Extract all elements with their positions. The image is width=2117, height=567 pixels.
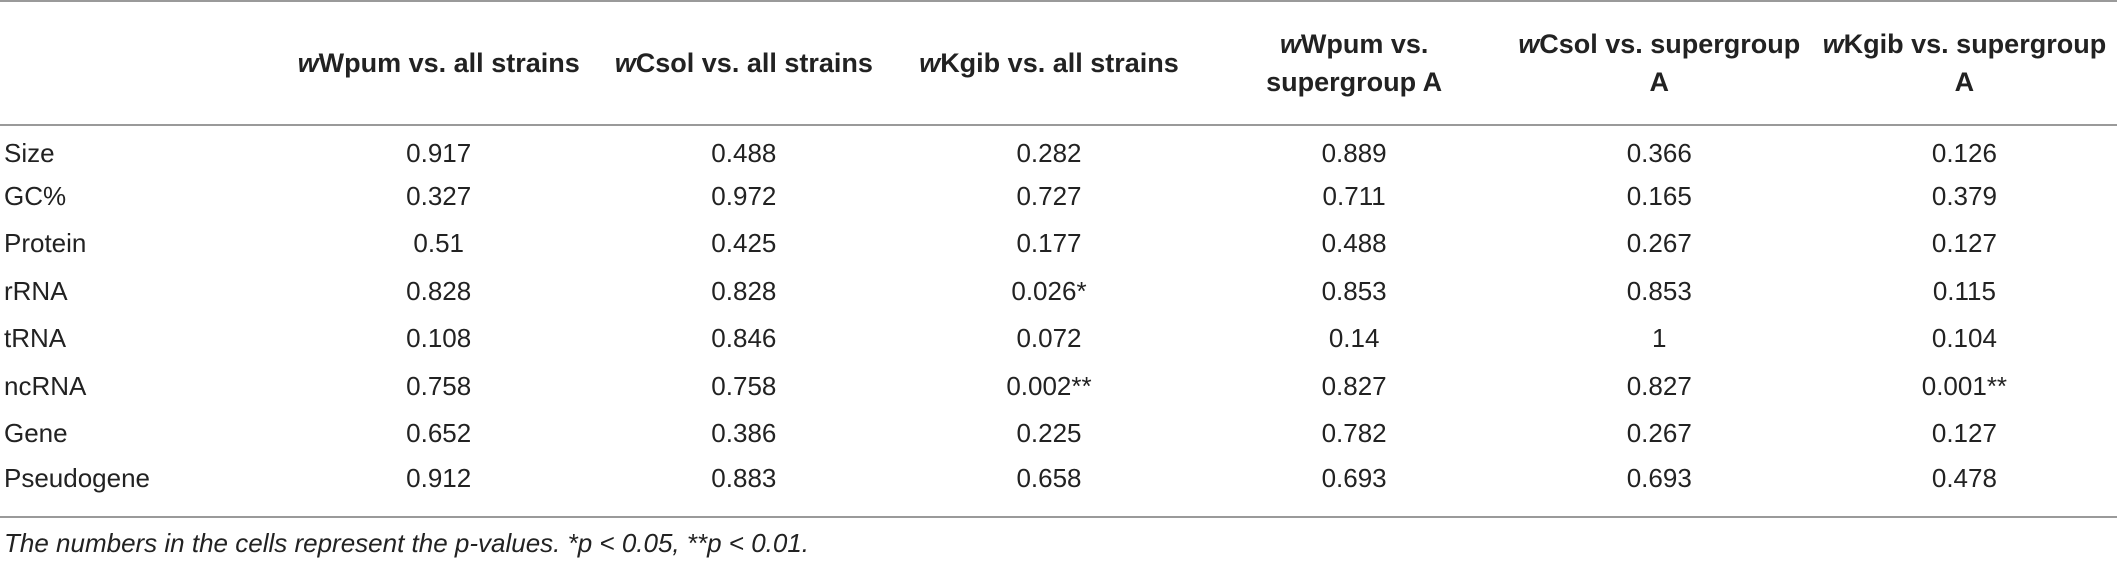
table-cell: 0.104 (1931, 323, 1997, 354)
table-cell: 0.782 (1321, 418, 1387, 449)
table-cell: 0.026* (1011, 275, 1087, 306)
table-cell: 0.425 (711, 228, 777, 259)
table-cell: 0.658 (1016, 462, 1082, 493)
table-cell: 0.827 (1321, 370, 1387, 401)
table-cell: 0.652 (406, 418, 472, 449)
table-cell: 0.267 (1626, 228, 1692, 259)
p-value-table: wWpum vs. all strains wCsol vs. all stra… (0, 0, 2117, 506)
table-cell: 0.488 (711, 137, 777, 168)
table-cell: 0.126 (1931, 137, 1997, 168)
table-cell: 0.127 (1931, 418, 1997, 449)
table-cell: 0.108 (406, 323, 472, 354)
table-cell: 0.912 (406, 462, 472, 493)
table-cell: 1 (1652, 323, 1667, 354)
row-label: Pseudogene (4, 462, 151, 493)
table-row: rRNA 0.828 0.828 0.026* 0.853 0.853 0.11… (0, 268, 2117, 316)
table-cell: 0.488 (1321, 228, 1387, 259)
header-empty-cell (0, 0, 287, 126)
table-cell: 0.846 (711, 323, 777, 354)
table-cell: 0.727 (1016, 180, 1082, 211)
table-cell: 0.327 (406, 180, 472, 211)
table-row: Gene 0.652 0.386 0.225 0.782 0.267 0.127 (0, 410, 2117, 458)
row-label: Protein (4, 228, 87, 259)
table-cell: 0.072 (1016, 323, 1082, 354)
table-cell: 0.828 (406, 275, 472, 306)
table-cell: 0.883 (711, 462, 777, 493)
table-cell: 0.366 (1626, 137, 1692, 168)
column-header: wCsol vs. all strains (591, 0, 897, 126)
table-cell: 0.177 (1016, 228, 1082, 259)
row-label: Size (4, 137, 55, 168)
table-cell: 0.127 (1931, 228, 1997, 259)
table-header-row: wWpum vs. all strains wCsol vs. all stra… (0, 0, 2117, 126)
table-cell: 0.51 (413, 228, 464, 259)
column-header: wKgib vs. all strains (896, 0, 1202, 126)
table-row: ncRNA 0.758 0.758 0.002** 0.827 0.827 0.… (0, 363, 2117, 411)
table-row: Size 0.917 0.488 0.282 0.889 0.366 0.126 (0, 125, 2117, 173)
column-header: wWpum vs. supergroup A (1201, 0, 1507, 126)
table-cell: 0.001** (1921, 370, 2008, 401)
table-row: GC% 0.327 0.972 0.727 0.711 0.165 0.379 (0, 173, 2117, 221)
table-cell: 0.917 (406, 137, 472, 168)
table-cell: 0.972 (711, 180, 777, 211)
table-cell: 0.758 (406, 370, 472, 401)
table-row: Protein 0.51 0.425 0.177 0.488 0.267 0.1… (0, 220, 2117, 268)
table-cell: 0.711 (1322, 180, 1386, 211)
table-cell: 0.379 (1931, 180, 1997, 211)
table-footnote: The numbers in the cells represent the p… (4, 528, 810, 558)
row-label: GC% (4, 180, 67, 211)
table-cell: 0.853 (1626, 275, 1692, 306)
row-label: Gene (4, 418, 68, 449)
column-header: wWpum vs. all strains (286, 0, 592, 126)
table-cell: 0.267 (1626, 418, 1692, 449)
table-cell: 0.002** (1006, 370, 1092, 401)
column-header: wKgib vs. supergroup A (1811, 0, 2117, 126)
table-cell: 0.115 (1932, 275, 1996, 306)
table-cell: 0.478 (1931, 462, 1997, 493)
table-cell: 0.758 (711, 370, 777, 401)
row-label: tRNA (4, 323, 67, 354)
table-cell: 0.386 (711, 418, 777, 449)
table-cell: 0.165 (1626, 180, 1692, 211)
table-cell: 0.693 (1321, 462, 1387, 493)
table-cell: 0.828 (711, 275, 777, 306)
table-bottom-rule (0, 516, 2117, 518)
table-cell: 0.282 (1016, 137, 1082, 168)
row-label: ncRNA (4, 370, 87, 401)
table-cell: 0.14 (1328, 323, 1380, 354)
table-cell: 0.225 (1016, 418, 1082, 449)
table-row: tRNA 0.108 0.846 0.072 0.14 1 0.104 (0, 315, 2117, 363)
table-row: Pseudogene 0.912 0.883 0.658 0.693 0.693… (0, 458, 2117, 506)
table-cell: 0.827 (1626, 370, 1692, 401)
table-cell: 0.693 (1626, 462, 1692, 493)
table-cell: 0.853 (1321, 275, 1387, 306)
column-header: wCsol vs. supergroup A (1506, 0, 1812, 126)
row-label: rRNA (4, 275, 68, 306)
table-cell: 0.889 (1321, 137, 1387, 168)
